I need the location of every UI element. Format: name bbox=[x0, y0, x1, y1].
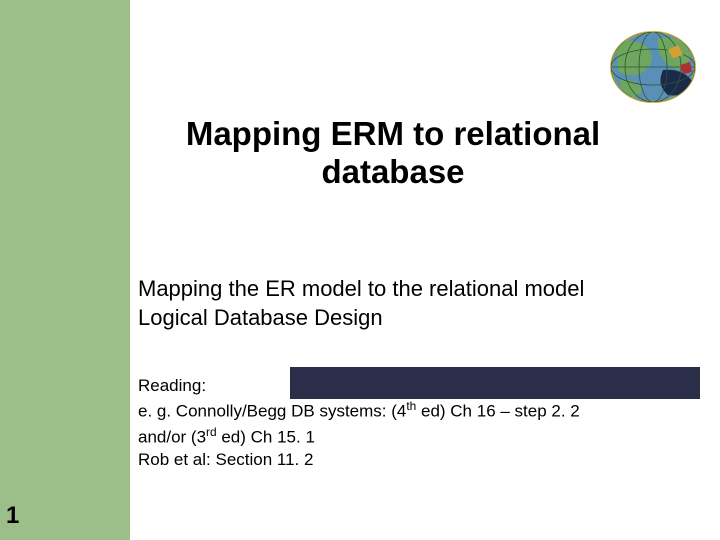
slide-subtitle: Mapping the ER model to the relational m… bbox=[138, 275, 698, 332]
left-sidebar-decoration bbox=[0, 0, 130, 540]
reading-line-2: and/or (3rd ed) Ch 15. 1 bbox=[138, 424, 698, 450]
globe-icon bbox=[608, 30, 698, 105]
reading-line-3: Rob et al: Section 11. 2 bbox=[138, 449, 698, 472]
page-number: 1 bbox=[6, 502, 19, 530]
reading-heading: Reading: bbox=[138, 375, 698, 398]
slide-title: Mapping ERM to relational database bbox=[158, 115, 628, 191]
subtitle-line-1: Mapping the ER model to the relational m… bbox=[138, 275, 698, 304]
slide: Mapping ERM to relational database Mappi… bbox=[0, 0, 720, 540]
subtitle-line-2: Logical Database Design bbox=[138, 304, 698, 333]
reading-line-1: e. g. Connolly/Begg DB systems: (4th ed)… bbox=[138, 398, 698, 424]
reading-block: Reading: e. g. Connolly/Begg DB systems:… bbox=[138, 375, 698, 472]
